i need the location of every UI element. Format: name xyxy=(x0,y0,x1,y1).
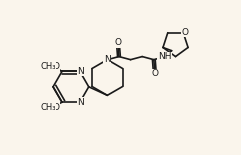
Text: N: N xyxy=(77,67,84,76)
Text: N: N xyxy=(77,98,84,107)
Text: CH₃: CH₃ xyxy=(40,62,56,71)
Text: O: O xyxy=(182,28,189,37)
Text: N: N xyxy=(104,55,111,64)
Text: O: O xyxy=(52,103,59,112)
Text: O: O xyxy=(115,38,122,47)
Text: O: O xyxy=(52,63,59,72)
Text: NH: NH xyxy=(158,52,171,61)
Text: CH₃: CH₃ xyxy=(41,62,57,71)
Text: CH₃: CH₃ xyxy=(40,103,56,112)
Text: O: O xyxy=(52,62,59,71)
Text: O: O xyxy=(151,69,158,78)
